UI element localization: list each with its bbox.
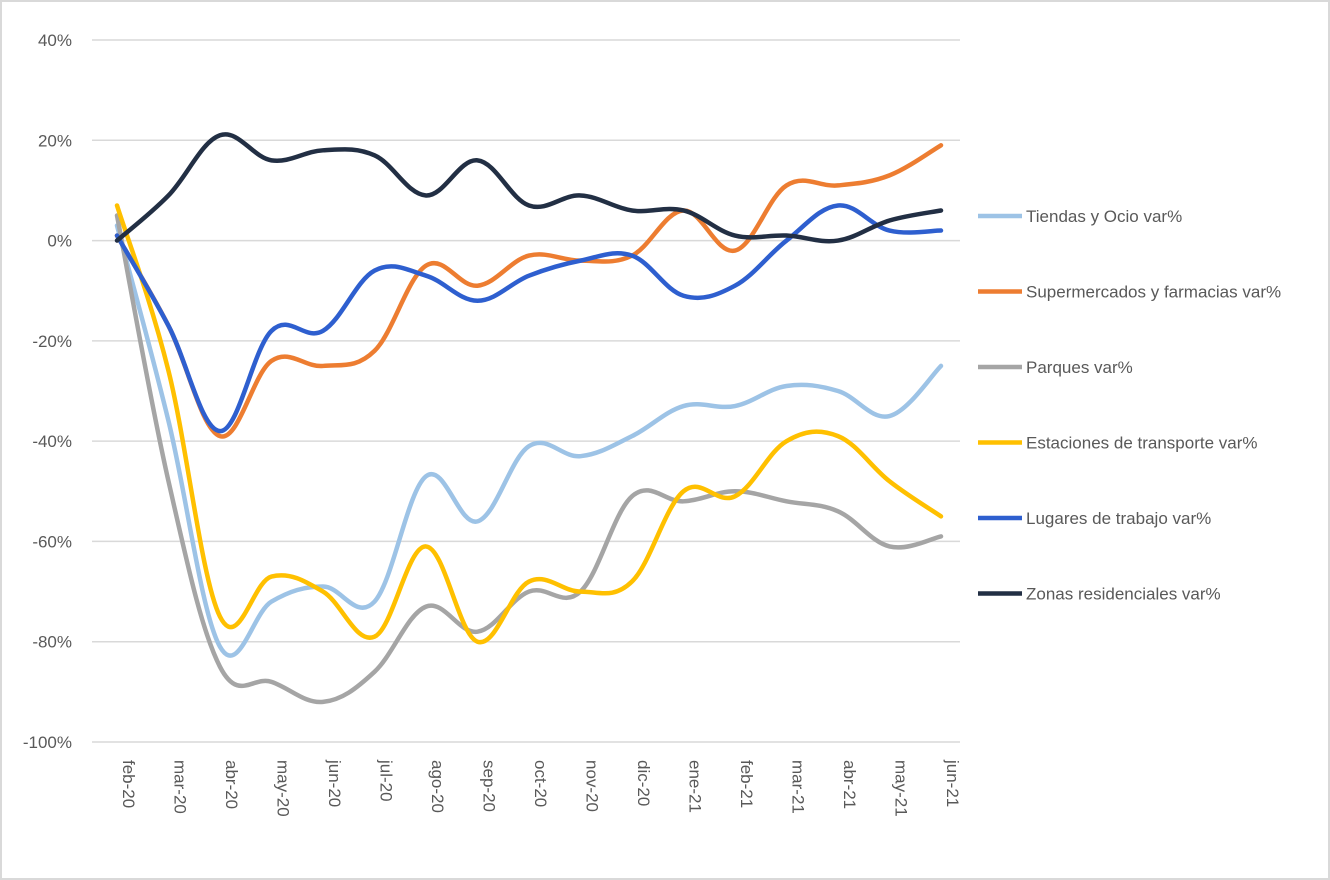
x-tick-label: nov-20 [583, 760, 602, 812]
y-tick-label: 40% [38, 31, 72, 50]
y-tick-label: 20% [38, 131, 72, 150]
y-tick-label: -20% [32, 332, 72, 351]
y-tick-label: 0% [47, 232, 72, 251]
x-tick-label: ago-20 [428, 760, 447, 813]
series-line-1 [114, 143, 944, 439]
x-tick-label: jun-20 [325, 759, 344, 807]
legend: Tiendas y Ocio var% Supermercados y farma… [978, 207, 1281, 604]
x-tick-label: jul-20 [377, 759, 396, 802]
x-tick-label: ene-21 [686, 760, 705, 813]
y-tick-label: -100% [23, 733, 72, 752]
series-line-0 [114, 223, 944, 658]
x-tick-label: jun-21 [943, 759, 962, 807]
legend-label: Zonas residenciales var% [1026, 585, 1221, 604]
legend-label: Tiendas y Ocio var% [1026, 207, 1182, 226]
legend-label: Lugares de trabajo var% [1026, 509, 1211, 528]
x-tick-label: sep-20 [480, 760, 499, 812]
x-tick-label: oct-20 [531, 760, 550, 807]
x-tick-label: may-21 [892, 760, 911, 817]
y-tick-label: -40% [32, 432, 72, 451]
x-tick-label: mar-20 [171, 760, 190, 814]
series-lines [114, 132, 944, 705]
legend-label: Parques var% [1026, 358, 1133, 377]
x-tick-label: feb-20 [119, 760, 138, 808]
legend-label: Supermercados y farmacias var% [1026, 283, 1281, 302]
legend-label: Estaciones de transporte var% [1026, 434, 1258, 453]
x-axis-ticks: feb-20 mar-20 abr-20 may-20 jun-20 jul-20 ago-… [119, 759, 962, 817]
y-tick-label: -80% [32, 633, 72, 652]
series-line-4 [114, 203, 944, 434]
x-tick-label: feb-21 [737, 760, 756, 808]
x-tick-label: abr-20 [222, 760, 241, 809]
x-tick-label: mar-21 [789, 760, 808, 814]
x-tick-label: may-20 [274, 760, 293, 817]
series-line-2 [114, 213, 944, 705]
y-axis-ticks: 40% 20% 0% -20% -40% -60% -80% -100% [23, 31, 72, 752]
x-tick-label: abr-21 [840, 760, 859, 809]
series-line-5 [114, 132, 944, 244]
y-tick-label: -60% [32, 532, 72, 551]
x-tick-label: dic-20 [634, 760, 653, 806]
series-line-3 [114, 203, 944, 645]
